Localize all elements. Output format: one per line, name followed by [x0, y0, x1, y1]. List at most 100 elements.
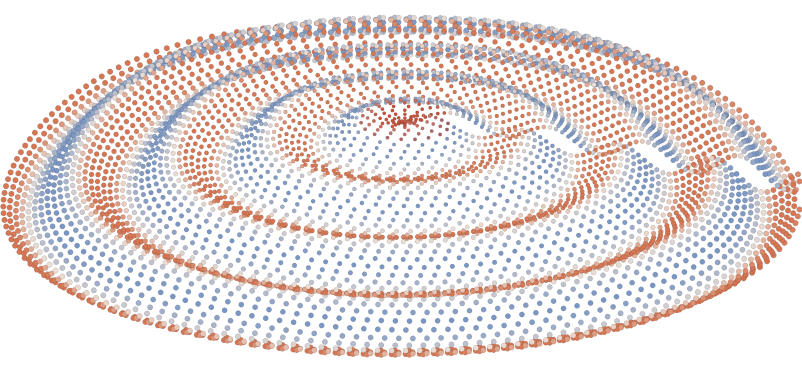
surface-dot [176, 177, 182, 183]
surface-dot [715, 133, 722, 140]
surface-dot [72, 212, 79, 219]
surface-dot [234, 131, 240, 136]
surface-dot [217, 233, 223, 240]
surface-dot [265, 233, 271, 239]
surface-dot [158, 105, 165, 111]
surface-dot [370, 51, 376, 57]
surface-dot [566, 134, 571, 139]
surface-dot [673, 65, 680, 72]
surface-dot [94, 84, 101, 91]
surface-dot [279, 147, 285, 152]
surface-dot [609, 68, 615, 75]
surface-dot [700, 122, 707, 129]
surface-dot [404, 43, 410, 49]
surface-dot [401, 185, 407, 191]
surface-dot [255, 156, 260, 162]
surface-dot [107, 182, 113, 188]
surface-dot [95, 204, 102, 211]
surface-dot [409, 350, 416, 357]
surface-dot [589, 218, 595, 224]
surface-dot [575, 204, 581, 210]
surface-dot [263, 79, 269, 85]
surface-dot [742, 120, 749, 127]
surface-dot [658, 116, 664, 123]
surface-dot [310, 219, 315, 225]
surface-dot [756, 230, 763, 237]
surface-dot [610, 76, 617, 83]
surface-dot [94, 123, 100, 129]
surface-dot [170, 150, 176, 156]
surface-dot [342, 28, 349, 35]
surface-dot [266, 282, 273, 289]
surface-dot [460, 271, 466, 277]
surface-dot [393, 293, 399, 299]
surface-dot [212, 182, 218, 188]
surface-dot [494, 345, 501, 352]
surface-dot [601, 72, 607, 79]
surface-dot [13, 214, 19, 221]
surface-dot [358, 77, 363, 82]
surface-dot [138, 178, 144, 184]
surface-dot [423, 350, 430, 357]
surface-dot [592, 113, 598, 119]
surface-dot [431, 51, 436, 57]
surface-dot [249, 288, 255, 294]
surface-dot [529, 261, 535, 267]
surface-dot [531, 131, 537, 136]
surface-dot [201, 284, 208, 291]
surface-dot [319, 298, 325, 304]
surface-dot [138, 254, 144, 261]
surface-dot [252, 26, 259, 33]
surface-dot [318, 322, 325, 329]
surface-dot [231, 216, 237, 222]
surface-dot [157, 228, 163, 235]
surface-dot [142, 232, 148, 239]
surface-dot [260, 63, 266, 69]
surface-dot [621, 253, 627, 260]
surface-dot [316, 288, 322, 294]
surface-dot [168, 73, 175, 80]
surface-dot [273, 76, 279, 82]
surface-dot [63, 257, 70, 264]
surface-dot [484, 252, 490, 258]
surface-dot [22, 142, 29, 149]
surface-dot [322, 313, 328, 320]
surface-dot [764, 189, 771, 195]
surface-dot [190, 85, 196, 91]
surface-dot [488, 284, 494, 291]
surface-dot [707, 84, 714, 91]
surface-dot [67, 249, 74, 256]
surface-dot [52, 118, 59, 125]
surface-dot [29, 171, 36, 178]
surface-dot [667, 309, 674, 315]
surface-dot [374, 326, 381, 333]
surface-dot [796, 206, 802, 213]
surface-dot [144, 310, 150, 317]
surface-dot [185, 45, 192, 52]
surface-dot [587, 228, 593, 234]
surface-dot [633, 73, 639, 79]
surface-dot [251, 91, 257, 97]
surface-dot [532, 111, 538, 116]
surface-dot [202, 266, 208, 273]
surface-dot [576, 77, 582, 83]
surface-dot [185, 93, 191, 99]
surface-dot [538, 141, 544, 147]
surface-dot [110, 239, 116, 245]
surface-dot [250, 33, 257, 39]
surface-dot [705, 275, 712, 282]
surface-dot [220, 124, 226, 130]
surface-dot [668, 185, 674, 191]
surface-dot [678, 196, 685, 203]
surface-dot [637, 99, 643, 105]
surface-dot [318, 193, 323, 198]
surface-dot [498, 285, 504, 291]
surface-dot [569, 78, 575, 84]
surface-dot [450, 226, 456, 232]
surface-dot [160, 280, 167, 287]
surface-dot [681, 133, 688, 140]
surface-dot [600, 182, 606, 188]
surface-dot [661, 278, 667, 285]
surface-dot [209, 176, 215, 181]
surface-dot [45, 209, 52, 216]
